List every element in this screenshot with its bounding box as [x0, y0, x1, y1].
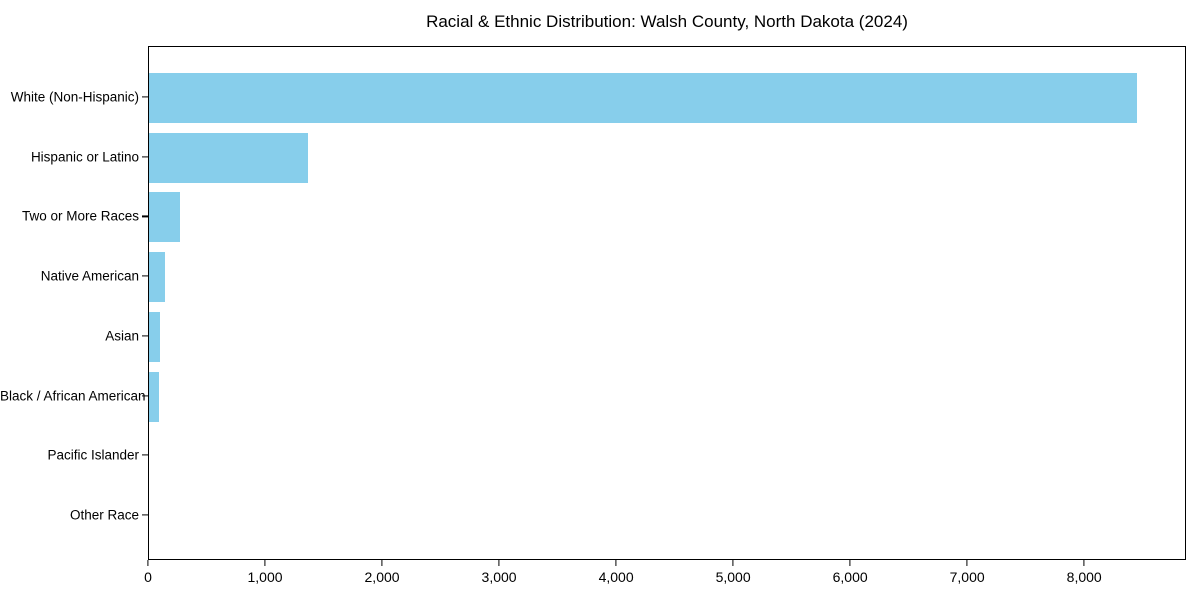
y-tick-mark — [142, 514, 148, 516]
y-tick-mark — [142, 156, 148, 158]
x-tick-label: 4,000 — [598, 569, 634, 585]
y-tick-label: Asian — [105, 328, 139, 344]
x-tick-label: 1,000 — [247, 569, 283, 585]
y-tick-mark — [142, 454, 148, 456]
y-tick-mark — [142, 215, 148, 218]
bar-two-or-more-races — [149, 192, 180, 243]
x-tick-label: 8,000 — [1066, 569, 1102, 585]
bar-white-non-hispanic — [149, 73, 1137, 123]
bar-native-american — [149, 252, 165, 303]
y-tick-label: Hispanic or Latino — [30, 149, 139, 165]
bar-asian — [149, 311, 161, 362]
y-tick-label: Other Race — [69, 507, 139, 523]
y-tick-mark — [142, 275, 148, 277]
bar-black-african-american — [149, 371, 160, 422]
y-tick-mark — [142, 96, 148, 98]
y-tick-label: Two or More Races — [21, 208, 139, 224]
y-tick-label: Pacific Islander — [47, 447, 139, 463]
x-tick-mark — [849, 560, 851, 566]
y-tick-label: White (Non-Hispanic) — [10, 89, 139, 105]
x-tick-mark — [147, 560, 149, 566]
x-tick-label: 7,000 — [949, 569, 985, 585]
x-tick-label: 2,000 — [364, 569, 400, 585]
plot-area — [148, 46, 1186, 560]
x-tick-mark — [381, 560, 383, 566]
x-tick-mark — [966, 560, 968, 566]
y-tick-mark — [142, 335, 148, 337]
y-tick-mark — [142, 394, 148, 397]
x-tick-mark — [1083, 560, 1085, 566]
x-tick-mark — [615, 560, 617, 566]
x-tick-label: 6,000 — [832, 569, 868, 585]
x-tick-label: 0 — [144, 569, 152, 585]
x-tick-mark — [732, 560, 734, 566]
chart-title: Racial & Ethnic Distribution: Walsh Coun… — [426, 12, 908, 31]
x-tick-mark — [498, 560, 500, 566]
x-tick-mark — [264, 560, 266, 566]
y-tick-label: Black / African American — [0, 388, 146, 404]
x-tick-label: 3,000 — [481, 569, 517, 585]
y-tick-label: Native American — [40, 268, 139, 284]
x-tick-label: 5,000 — [715, 569, 751, 585]
bar-hispanic-or-latino — [149, 132, 309, 183]
